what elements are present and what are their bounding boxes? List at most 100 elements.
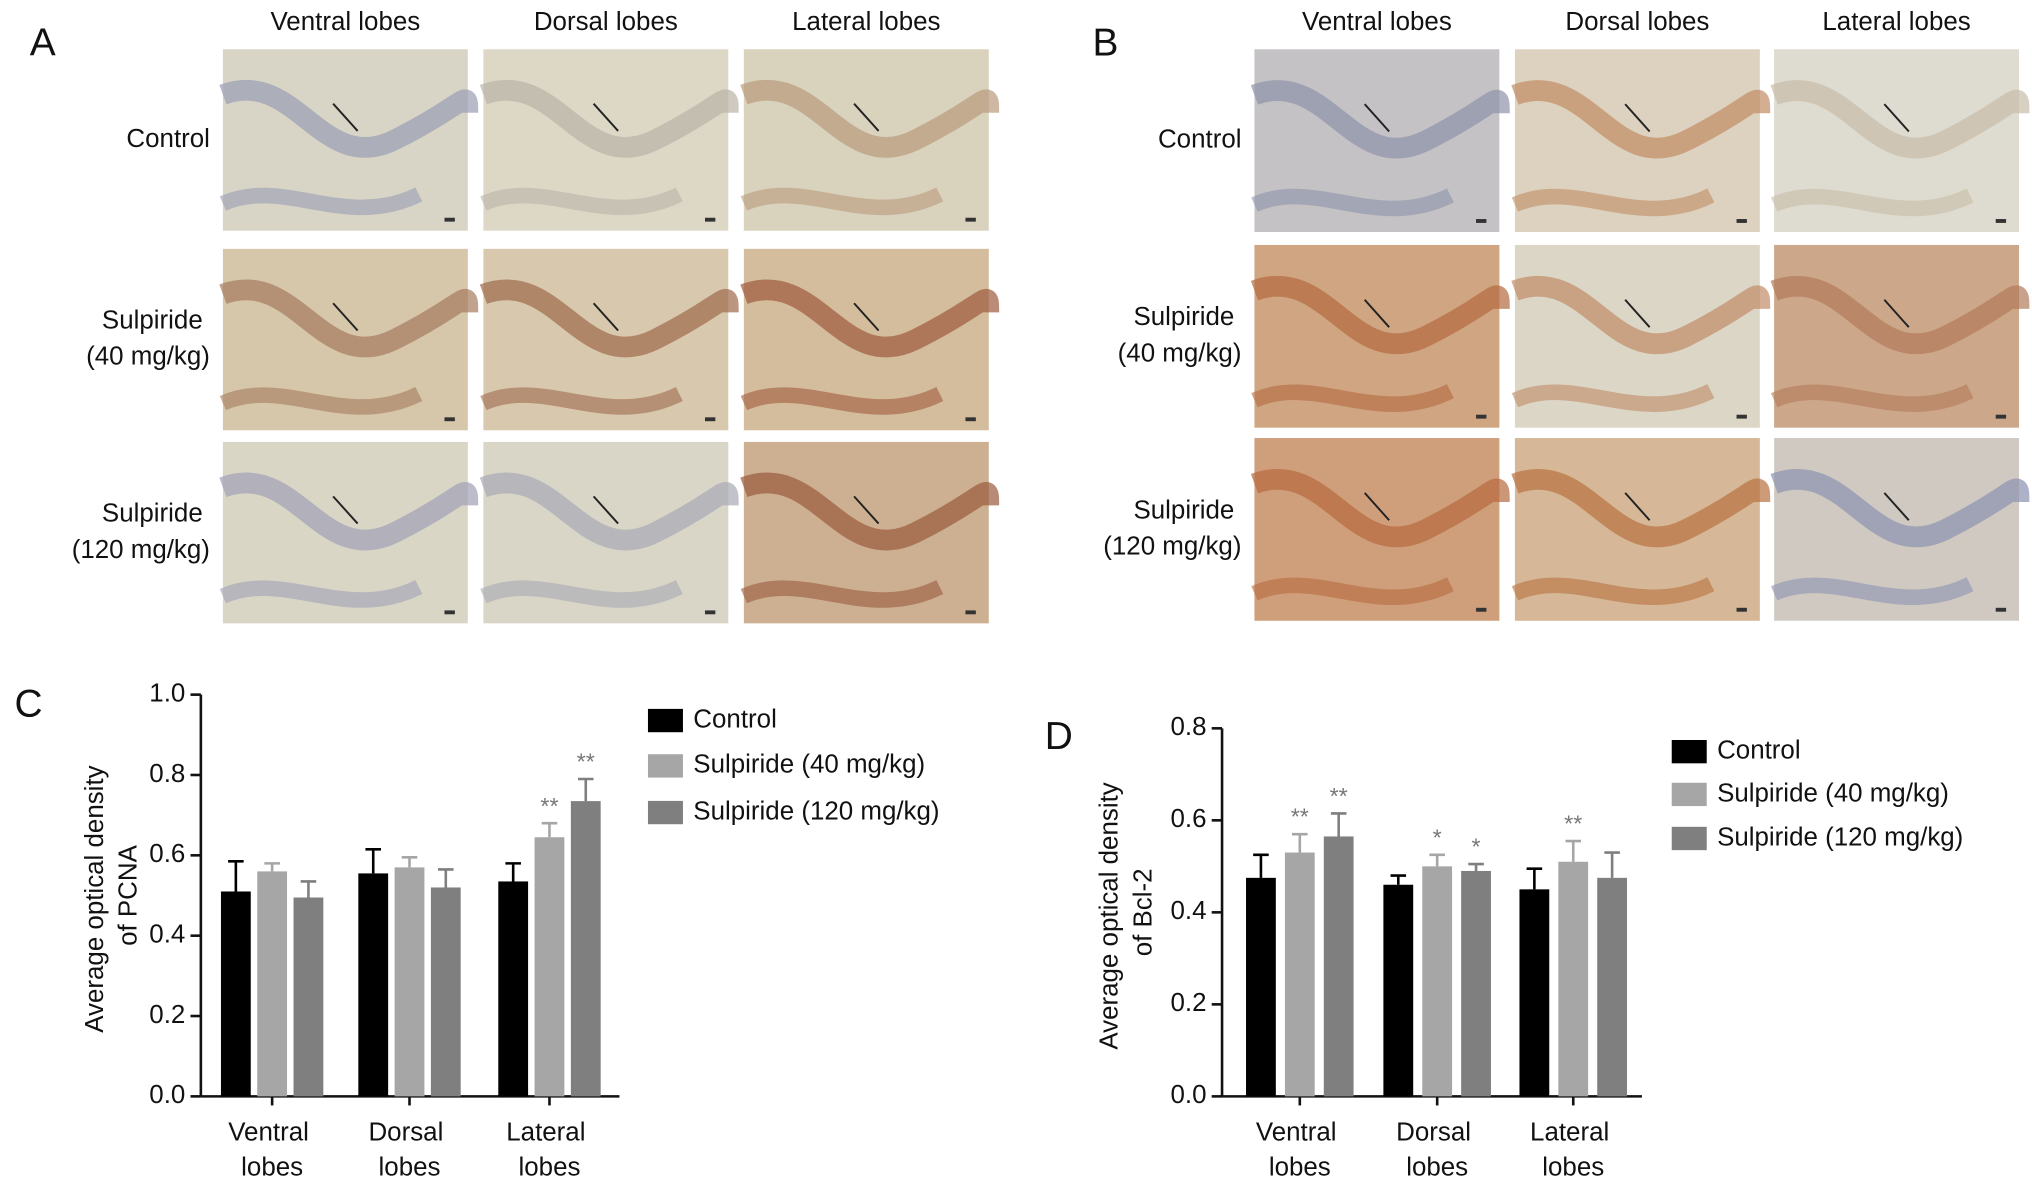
y-tick-label: 0.6 xyxy=(149,840,185,868)
bar xyxy=(1461,870,1491,1097)
x-tick-label: Dorsal lobes xyxy=(1396,1118,1478,1181)
bar xyxy=(1597,877,1628,1097)
bar xyxy=(1284,852,1315,1097)
arrow xyxy=(853,302,880,332)
tissue xyxy=(479,79,739,158)
error-bar xyxy=(1468,862,1484,871)
row-label: Sulpiride (120 mg/kg) xyxy=(72,499,210,563)
tissue xyxy=(1250,468,1510,548)
legend-label: Sulpiride (120 mg/kg) xyxy=(1717,823,1963,851)
y-axis-label: Average optical density of PCNA xyxy=(81,758,143,1033)
panel-letter: A xyxy=(30,22,56,65)
bar xyxy=(430,887,461,1097)
legend-swatch xyxy=(647,708,683,733)
tissue xyxy=(1511,275,1771,354)
arrow xyxy=(1883,299,1910,328)
arrow xyxy=(853,103,880,132)
arrow xyxy=(332,103,359,132)
arrow xyxy=(1363,103,1390,133)
scale-bar xyxy=(1476,607,1487,612)
error-bar xyxy=(1330,812,1347,837)
y-tick-label: 0.0 xyxy=(1170,1081,1206,1109)
legend-swatch xyxy=(1671,782,1707,807)
y-tick-label: 0.2 xyxy=(1170,989,1206,1017)
bar xyxy=(358,873,389,1097)
tissue xyxy=(479,472,739,551)
legend-label: Control xyxy=(1717,737,1801,765)
row-label: Control xyxy=(126,125,210,153)
significance: ** xyxy=(577,749,595,775)
bar xyxy=(1422,866,1453,1097)
tissue xyxy=(1770,577,1974,605)
x-tick-label: Ventral lobes xyxy=(1256,1118,1344,1181)
scale-bar xyxy=(965,610,976,615)
column-header: Ventral lobes xyxy=(270,8,420,36)
tissue xyxy=(1251,577,1454,605)
scale-bar xyxy=(704,417,716,422)
legend-label: Sulpiride (120 mg/kg) xyxy=(693,797,939,825)
scale-bar xyxy=(1995,414,2007,419)
arrow xyxy=(1363,492,1390,521)
error-bar xyxy=(505,862,521,882)
row-label: Control xyxy=(1158,125,1242,153)
scale-bar xyxy=(965,417,976,422)
bar xyxy=(1323,836,1354,1097)
bar xyxy=(394,867,425,1097)
tissue xyxy=(219,472,479,551)
error-bar xyxy=(1429,853,1445,867)
scale-bar xyxy=(1736,414,1747,419)
x-tick-label: Ventral lobes xyxy=(228,1118,316,1181)
panel-letter: B xyxy=(1092,22,1118,65)
error-bar xyxy=(1253,853,1269,878)
bar xyxy=(1519,889,1550,1097)
y-tick-label: 1.0 xyxy=(149,679,185,707)
arrow xyxy=(1624,492,1651,521)
arrow xyxy=(1624,299,1651,328)
scale-bar xyxy=(444,610,455,615)
error-bar xyxy=(541,821,558,838)
significance: ** xyxy=(1330,783,1348,809)
tissue xyxy=(1511,384,1715,412)
arrow xyxy=(332,302,359,332)
error-bar xyxy=(264,862,280,872)
bar xyxy=(1246,877,1276,1097)
legend-swatch xyxy=(1671,739,1707,764)
y-tick-label: 0.8 xyxy=(1170,713,1206,741)
error-bar xyxy=(1390,874,1407,885)
significance: ** xyxy=(540,793,558,819)
error-bar xyxy=(300,880,317,898)
error-bar xyxy=(577,777,594,802)
row-label: Sulpiride (40 mg/kg) xyxy=(1118,303,1242,367)
arrow xyxy=(1883,103,1910,133)
error-bar xyxy=(1292,832,1308,853)
legend-swatch xyxy=(1671,826,1707,851)
column-header: Ventral lobes xyxy=(1302,8,1452,36)
tissue xyxy=(740,79,1000,158)
error-bar xyxy=(228,860,244,892)
tissue xyxy=(1511,80,1771,159)
scale-bar xyxy=(1476,219,1487,223)
scale-bar xyxy=(444,417,455,422)
column-header: Dorsal lobes xyxy=(534,8,678,36)
arrow xyxy=(592,302,619,332)
tissue xyxy=(480,386,683,415)
tissue xyxy=(740,187,944,216)
scale-bar xyxy=(965,217,976,222)
column-header: Lateral lobes xyxy=(1822,8,1970,36)
bar xyxy=(257,871,288,1097)
arrow xyxy=(1363,299,1390,328)
tissue xyxy=(480,580,683,608)
significance: * xyxy=(1433,824,1442,850)
arrow xyxy=(1624,103,1651,133)
scale-bar xyxy=(444,217,455,222)
tissue xyxy=(1770,468,2030,548)
y-tick-label: 0.6 xyxy=(1170,805,1206,833)
tissue xyxy=(1250,275,1510,354)
scale-bar xyxy=(1736,607,1747,612)
y-tick-label: 0.0 xyxy=(149,1081,185,1109)
scale-bar xyxy=(1995,219,2007,223)
legend-label: Sulpiride (40 mg/kg) xyxy=(1717,779,1949,807)
y-tick-label: 0.4 xyxy=(1170,897,1206,925)
tissue xyxy=(479,279,739,358)
bar xyxy=(498,881,529,1097)
